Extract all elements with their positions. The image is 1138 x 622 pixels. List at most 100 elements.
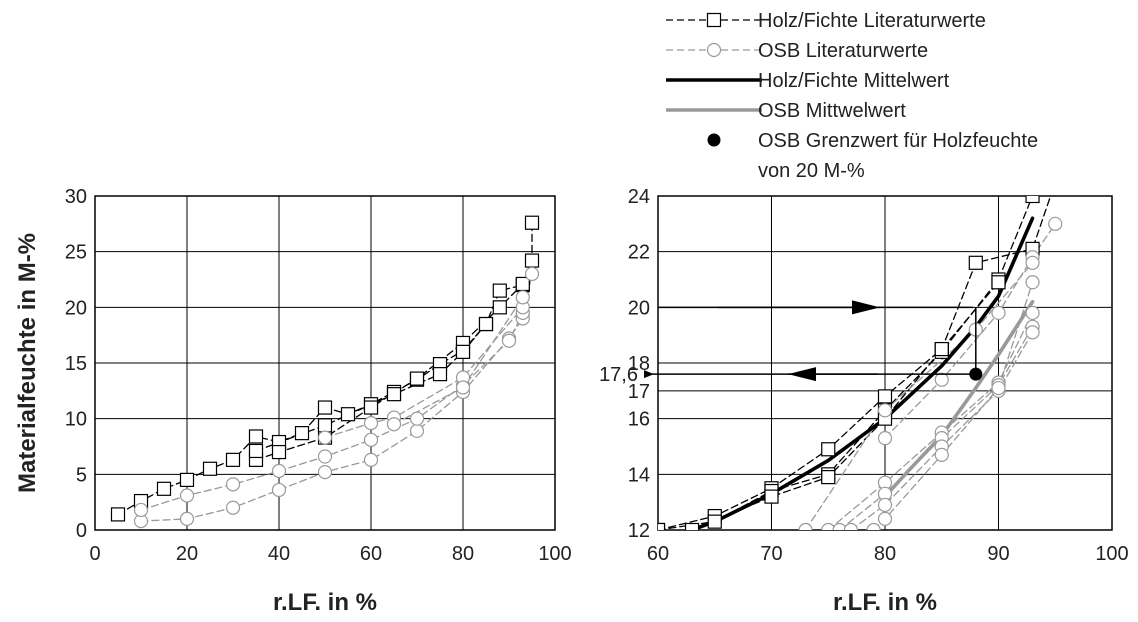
- data-point: [340, 407, 356, 422]
- data-point: [248, 443, 264, 459]
- data-point: [179, 511, 195, 526]
- series-group: [658, 196, 1063, 530]
- legend-dot-icon: [707, 133, 721, 147]
- data-point: [934, 447, 949, 462]
- data-point: [409, 411, 425, 426]
- data-point: [202, 461, 218, 476]
- data-point: [110, 507, 126, 522]
- data-point: [843, 522, 859, 530]
- y-tick-label: 12: [628, 520, 650, 542]
- y-tick-label: 25: [65, 242, 87, 264]
- data-point: [409, 423, 425, 439]
- x-tick-label: 20: [176, 543, 198, 565]
- data-point: [515, 290, 530, 305]
- data-point: [764, 489, 779, 504]
- data-point: [524, 215, 540, 230]
- x-tick-label: 80: [874, 543, 896, 565]
- data-point: [832, 522, 847, 530]
- data-point: [1025, 255, 1040, 270]
- data-point: [271, 482, 287, 498]
- data-point: [317, 400, 333, 415]
- data-point: [991, 380, 1006, 396]
- y-tick-label: 20: [65, 297, 87, 319]
- data-point: [821, 470, 836, 485]
- data-point: [1025, 305, 1040, 320]
- data-point: [501, 333, 517, 348]
- series-line: [140, 312, 524, 511]
- y-tick-label: 5: [76, 464, 87, 486]
- y-tick-label: 24: [628, 186, 650, 208]
- data-point: [798, 522, 813, 530]
- y-tick-label: 17: [628, 381, 650, 403]
- legend-marker-icon: [706, 42, 722, 58]
- x-tick-label: 60: [360, 543, 382, 565]
- legend: Holz/Fichte Literaturwerte OSB Literaturw…: [666, 10, 1038, 182]
- y-tick-label: 30: [65, 186, 87, 208]
- x-tick-label: 90: [987, 543, 1009, 565]
- y-tick-label: 20: [628, 297, 650, 319]
- y-tick-label: 14: [628, 464, 650, 486]
- series-line: [883, 299, 1035, 499]
- legend-label: OSB Mittwelwert: [758, 100, 906, 122]
- plot-frame: [94, 195, 556, 531]
- data-point: [934, 372, 949, 387]
- y-tick-label: 18: [628, 353, 650, 375]
- data-point: [225, 500, 241, 515]
- data-point: [133, 502, 149, 518]
- left-chart: 0 20 40 60 80 100 0 5 10 15 20 25 30 r.LF. in % Materi…: [14, 186, 572, 616]
- data-point: [934, 341, 949, 357]
- annotation-label: 17,6: [599, 364, 638, 386]
- series-line: [804, 262, 1034, 530]
- plot-frame: [657, 195, 1113, 531]
- data-point: [317, 430, 333, 445]
- y-tick-label: 0: [76, 520, 87, 542]
- data-point: [1025, 196, 1040, 204]
- data-point: [363, 400, 379, 415]
- x-tick-label: 40: [268, 543, 290, 565]
- series-group: [110, 215, 540, 529]
- data-point: [248, 429, 264, 444]
- data-point: [684, 522, 700, 530]
- right-chart: 60 70 80 90 100 12 14 16 17 18 20 22 24 r.LF. in % 17,…: [599, 186, 1129, 616]
- data-point: [478, 316, 494, 332]
- y-tick-label: 16: [628, 409, 650, 431]
- data-point: [821, 442, 836, 457]
- y-tick-label: 10: [65, 409, 87, 431]
- data-point: [524, 253, 540, 268]
- data-point: [156, 481, 172, 496]
- data-point: [294, 426, 310, 441]
- x-tick-label: 100: [538, 543, 571, 565]
- data-point: [386, 387, 402, 402]
- x-tick-label: 100: [1095, 543, 1128, 565]
- data-point: [877, 431, 893, 446]
- data-point: [432, 367, 448, 382]
- data-point: [363, 432, 379, 447]
- data-point: [455, 380, 471, 395]
- legend-label: Holz/Fichte Mittelwert: [758, 70, 950, 92]
- data-point: [991, 275, 1006, 290]
- data-point: [179, 488, 195, 503]
- data-point: [991, 305, 1006, 320]
- y-tick-label: 22: [628, 242, 650, 264]
- data-point: [877, 403, 893, 418]
- data-point: [821, 522, 836, 530]
- data-point: [317, 465, 333, 480]
- data-point: [492, 300, 507, 315]
- x-tick-label: 0: [89, 543, 100, 565]
- data-point: [455, 344, 471, 359]
- data-point: [707, 514, 722, 529]
- data-point: [877, 389, 893, 404]
- x-tick-label: 70: [760, 543, 782, 565]
- data-point: [1048, 216, 1063, 231]
- legend-label: OSB Grenzwert für Holzfeuchte: [758, 130, 1038, 152]
- data-point: [515, 276, 530, 292]
- data-point: [225, 452, 241, 467]
- data-point: [386, 417, 402, 432]
- x-axis-label: r.LF. in %: [273, 589, 377, 616]
- data-point: [363, 452, 379, 467]
- series-line: [691, 281, 1000, 530]
- data-point: [658, 522, 666, 530]
- y-axis-label: Materialfeuchte in M-%: [14, 233, 41, 493]
- data-point: [877, 497, 893, 513]
